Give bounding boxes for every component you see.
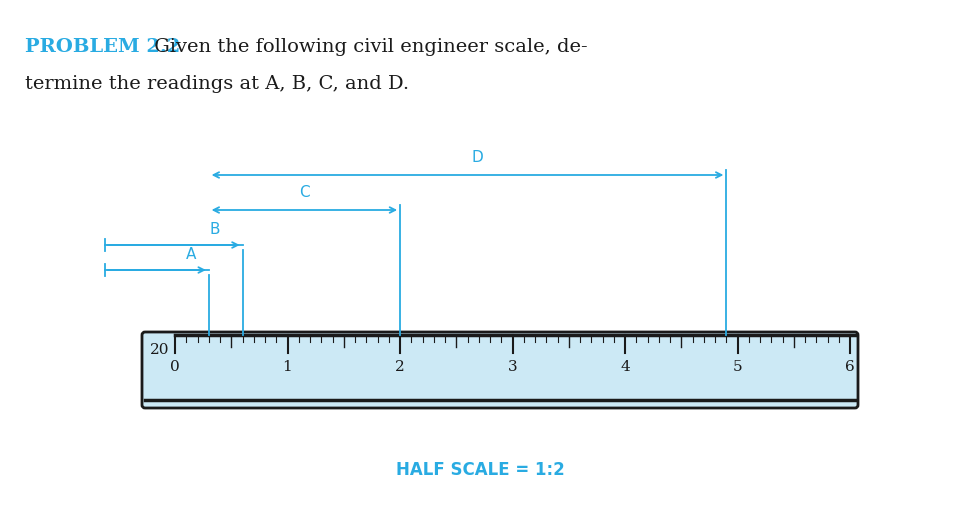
Text: termine the readings at A, B, C, and D.: termine the readings at A, B, C, and D. <box>25 75 409 93</box>
FancyBboxPatch shape <box>142 332 858 408</box>
Text: 4: 4 <box>620 360 630 374</box>
Text: 1: 1 <box>282 360 293 374</box>
Text: 3: 3 <box>508 360 517 374</box>
Text: B: B <box>209 222 220 237</box>
Text: HALF SCALE = 1:2: HALF SCALE = 1:2 <box>396 461 564 479</box>
Text: A: A <box>185 247 196 262</box>
Text: D: D <box>471 150 484 165</box>
Text: 20: 20 <box>150 343 170 357</box>
Text: 2: 2 <box>396 360 405 374</box>
Text: C: C <box>300 185 310 200</box>
Text: 6: 6 <box>845 360 854 374</box>
Text: PROBLEM 2.2: PROBLEM 2.2 <box>25 38 180 56</box>
Text: 5: 5 <box>732 360 742 374</box>
Text: Given the following civil engineer scale, de-: Given the following civil engineer scale… <box>148 38 588 56</box>
Text: 0: 0 <box>170 360 180 374</box>
